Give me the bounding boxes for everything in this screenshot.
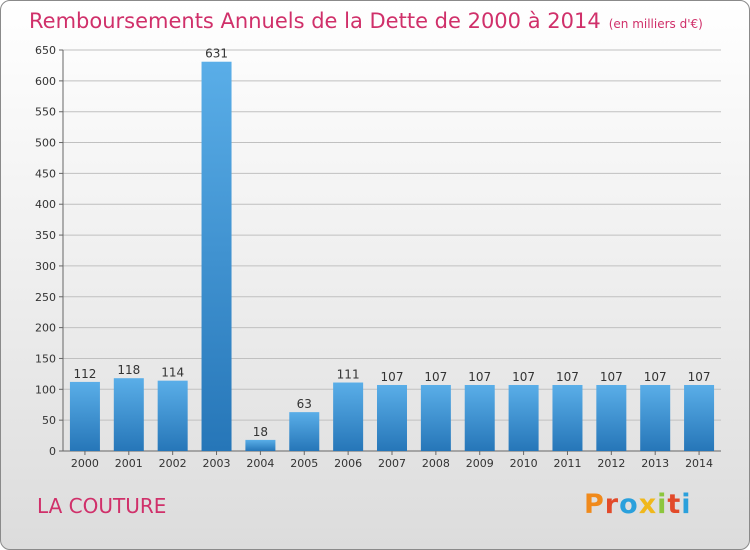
commune-name: LA COUTURE — [37, 494, 167, 518]
bar — [289, 412, 320, 451]
x-tick-label: 2005 — [290, 457, 318, 470]
x-tick-label: 2008 — [422, 457, 450, 470]
y-tick-label: 400 — [35, 198, 56, 211]
bar — [508, 384, 539, 451]
y-tick-label: 150 — [35, 352, 56, 365]
x-tick-label: 2002 — [159, 457, 187, 470]
bar — [157, 380, 188, 451]
y-tick-label: 200 — [35, 322, 56, 335]
data-label: 107 — [512, 370, 535, 384]
bar — [552, 384, 583, 451]
y-tick-label: 650 — [35, 44, 56, 57]
bar — [596, 384, 627, 451]
data-label: 107 — [381, 370, 404, 384]
y-tick-label: 450 — [35, 167, 56, 180]
y-tick-label: 250 — [35, 291, 56, 304]
y-tick-label: 0 — [49, 445, 56, 458]
logo-letter: i — [681, 489, 692, 520]
x-tick-label: 2010 — [510, 457, 538, 470]
data-label: 118 — [117, 363, 140, 377]
data-label: 63 — [297, 397, 312, 411]
x-tick-label: 2007 — [378, 457, 406, 470]
bar — [201, 61, 232, 452]
chart-unit: (en milliers d'€) — [608, 17, 703, 31]
y-tick-label: 600 — [35, 75, 56, 88]
x-tick-label: 2009 — [466, 457, 494, 470]
logo-letter: o — [619, 489, 639, 520]
x-tick-label: 2000 — [71, 457, 99, 470]
chart-title-block: Remboursements Annuels de la Dette de 20… — [29, 9, 703, 33]
data-labels: 112 118 114 631 18 63 111 107 107 107 107 107 107 107… — [73, 47, 710, 439]
proxiti-logo: Proxiti — [584, 489, 692, 520]
y-tick-label: 100 — [35, 383, 56, 396]
bar — [333, 382, 364, 451]
x-tick-label: 2004 — [246, 457, 274, 470]
chart-title: Remboursements Annuels de la Dette de 20… — [29, 9, 601, 33]
x-tick-label: 2012 — [597, 457, 625, 470]
data-label: 107 — [644, 370, 667, 384]
data-label: 114 — [161, 366, 184, 380]
bar — [684, 384, 715, 451]
data-label: 631 — [205, 47, 228, 61]
logo-letter: r — [604, 489, 620, 520]
x-tick-label: 2006 — [334, 457, 362, 470]
x-tick-label: 2014 — [685, 457, 713, 470]
y-tick-label: 300 — [35, 260, 56, 273]
x-tick-label: 2013 — [641, 457, 669, 470]
data-label: 107 — [688, 370, 711, 384]
bar — [420, 384, 451, 451]
logo-letter: i — [657, 489, 668, 520]
data-label: 107 — [424, 370, 447, 384]
bar — [640, 384, 671, 451]
data-label: 107 — [556, 370, 579, 384]
logo-letter: x — [638, 489, 658, 520]
data-label: 112 — [73, 367, 96, 381]
y-tick-label: 350 — [35, 229, 56, 242]
data-label: 18 — [253, 425, 268, 439]
bar — [69, 381, 100, 451]
bar — [377, 384, 407, 451]
x-tick-label: 2001 — [115, 457, 143, 470]
data-label: 107 — [600, 370, 623, 384]
bar — [464, 384, 495, 451]
logo-letter: P — [584, 489, 605, 520]
y-tick-label: 50 — [42, 414, 56, 427]
bars — [69, 61, 715, 452]
logo-letter: t — [667, 489, 682, 520]
data-label: 111 — [337, 368, 360, 382]
y-tick-label: 500 — [35, 137, 56, 150]
bar — [245, 439, 276, 451]
data-label: 107 — [468, 370, 491, 384]
x-tick-label: 2011 — [553, 457, 581, 470]
x-tick-label: 2003 — [203, 457, 231, 470]
bar — [113, 378, 144, 451]
y-tick-label: 550 — [35, 106, 56, 119]
